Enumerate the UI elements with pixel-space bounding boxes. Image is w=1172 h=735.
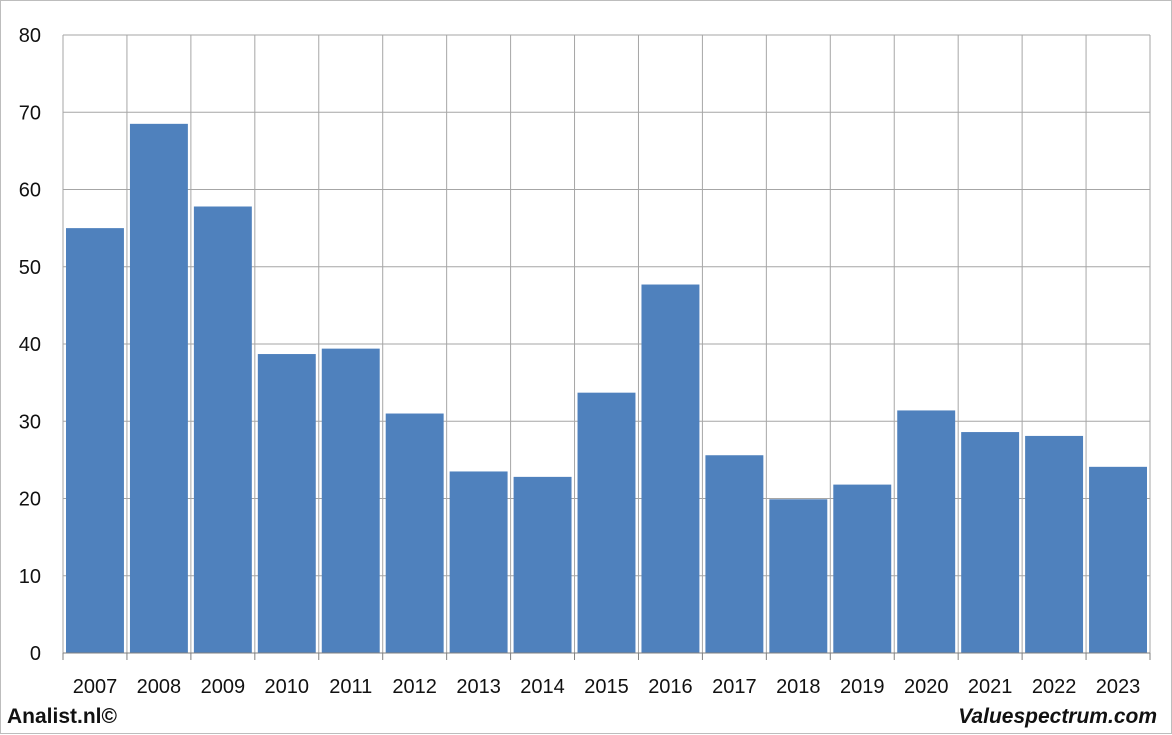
bar-2007 [66,228,124,653]
bar-2018 [769,499,828,653]
bar-2022 [1025,435,1084,653]
label-layer: 0 10 20 30 40 50 60 70 80 2007 2008 2009 2010 2011 201… [19,25,1141,698]
bar-2011 [321,348,380,653]
bar-2013 [449,471,508,653]
x-tick-label: 2013 [456,676,501,698]
y-tick-label: 40 [19,334,41,356]
x-tick-label: 2009 [201,676,246,698]
bar-2019 [833,484,892,653]
y-tick-label: 0 [30,643,41,665]
bar-2008 [129,123,188,653]
source-credit: Analist.nl© [7,705,117,728]
bar-2016 [641,284,700,653]
site-credit: Valuespectrum.com [958,705,1157,728]
x-tick-label: 2007 [73,676,118,698]
bar-2020 [897,410,956,653]
y-tick-label: 10 [19,566,41,588]
x-tick-label: 2020 [904,676,949,698]
y-tick-label: 50 [19,257,41,279]
y-tick-label: 80 [19,25,41,47]
bar-2017 [705,455,764,653]
x-tick-label: 2008 [137,676,182,698]
y-tick-label: 30 [19,411,41,433]
bar-layer [66,123,1147,653]
x-tick-label: 2018 [776,676,821,698]
x-tick-label: 2023 [1096,676,1141,698]
x-tick-label: 2014 [520,676,565,698]
x-tick-label: 2012 [392,676,437,698]
bar-2009 [193,206,252,653]
x-tick-label: 2017 [712,676,757,698]
x-tick-label: 2011 [329,676,372,698]
y-tick-label: 60 [19,180,41,202]
y-tick-label: 70 [19,102,41,124]
bar-2015 [577,392,636,653]
y-tick-label: 20 [19,489,41,511]
bar-2021 [961,432,1020,653]
x-tick-label: 2021 [968,676,1013,698]
x-tick-label: 2016 [648,676,693,698]
bar-2023 [1089,466,1147,653]
bar-2014 [513,476,572,653]
axis-layer [62,652,1151,660]
x-tick-label: 2015 [584,676,629,698]
bar-2010 [257,354,316,653]
x-tick-label: 2019 [840,676,885,698]
x-tick-label: 2010 [265,676,310,698]
x-tick-label: 2022 [1032,676,1077,698]
bar-2012 [385,413,444,653]
